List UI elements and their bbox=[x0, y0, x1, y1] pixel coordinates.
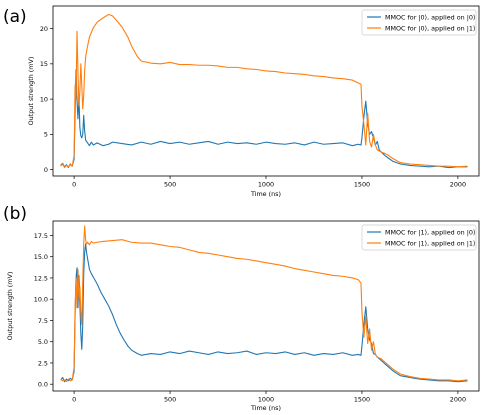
y-axis-label-a: Output strength (mV) bbox=[27, 57, 35, 126]
axis-ticks-a: 0 500 1000 1500 2000 0 5 10 15 20 bbox=[40, 25, 466, 189]
y-tick-label-a-0: 0 bbox=[44, 166, 48, 174]
series-line-b-1 bbox=[60, 225, 468, 383]
x-tick-label-a-4: 2000 bbox=[450, 181, 466, 189]
x-tick-label-b-0: 0 bbox=[72, 396, 76, 404]
y-axis-label-b: Output strength (mV) bbox=[6, 272, 14, 341]
y-tick-label-b-0: 0.0 bbox=[38, 381, 48, 389]
y-tick-label-b-1: 2.5 bbox=[38, 359, 48, 367]
series-lines-a bbox=[60, 13, 468, 169]
legend-entry-b-0: MMOC for |1⟩, applied on |0⟩ bbox=[385, 228, 475, 236]
x-tick-label-a-3: 1500 bbox=[354, 181, 370, 189]
x-tick-label-a-2: 1000 bbox=[258, 181, 274, 189]
x-tick-label-b-2: 1000 bbox=[258, 396, 274, 404]
panel-a: (a) 0 500 1000 1500 2000 0 5 10 15 20 Time (ns) O… bbox=[3, 5, 480, 198]
x-tick-label-b-3: 1500 bbox=[354, 396, 370, 404]
panel-label-b: (b) bbox=[3, 204, 27, 224]
panel-label-a: (a) bbox=[3, 7, 27, 27]
legend-a: MMOC for |0⟩, applied on |0⟩ MMOC for |0… bbox=[361, 9, 477, 36]
y-tick-label-a-3: 15 bbox=[40, 60, 48, 68]
y-tick-label-b-7: 17.5 bbox=[34, 232, 48, 240]
y-tick-label-b-5: 12.5 bbox=[34, 274, 48, 282]
x-axis-label-a: Time (ns) bbox=[250, 190, 281, 198]
series-line-a-1 bbox=[60, 13, 468, 169]
legend-box-a bbox=[361, 9, 477, 36]
y-tick-label-b-3: 7.5 bbox=[38, 317, 48, 325]
y-tick-label-b-6: 15.0 bbox=[34, 253, 48, 261]
x-tick-label-b-1: 500 bbox=[164, 396, 176, 404]
y-tick-label-a-1: 5 bbox=[44, 131, 48, 139]
legend-entry-a-1: MMOC for |0⟩, applied on |1⟩ bbox=[385, 24, 475, 32]
x-axis-label-b: Time (ns) bbox=[250, 404, 281, 412]
axis-ticks-b: 0 500 1000 1500 2000 0.0 2.5 5.0 7.5 10.0 12.5 15.0… bbox=[34, 232, 466, 404]
x-tick-label-b-4: 2000 bbox=[450, 396, 466, 404]
series-line-a-0 bbox=[60, 68, 468, 169]
legend-b: MMOC for |1⟩, applied on |0⟩ MMOC for |1… bbox=[361, 224, 477, 251]
y-tick-label-b-2: 5.0 bbox=[38, 338, 48, 346]
x-tick-label-a-1: 500 bbox=[164, 181, 176, 189]
legend-entry-a-0: MMOC for |0⟩, applied on |0⟩ bbox=[385, 13, 475, 21]
panel-b: (b) 0 500 1000 1500 2000 0.0 2.5 5.0 7.5 10.0 12.5… bbox=[3, 204, 480, 412]
x-tick-label-a-0: 0 bbox=[72, 181, 76, 189]
series-line-b-0 bbox=[60, 243, 468, 383]
legend-box-b bbox=[361, 224, 477, 251]
y-tick-label-a-2: 10 bbox=[40, 95, 48, 103]
y-tick-label-b-4: 10.0 bbox=[34, 296, 48, 304]
legend-entry-b-1: MMOC for |1⟩, applied on |1⟩ bbox=[385, 239, 475, 247]
series-lines-b bbox=[60, 225, 468, 383]
y-tick-label-a-4: 20 bbox=[40, 25, 48, 33]
